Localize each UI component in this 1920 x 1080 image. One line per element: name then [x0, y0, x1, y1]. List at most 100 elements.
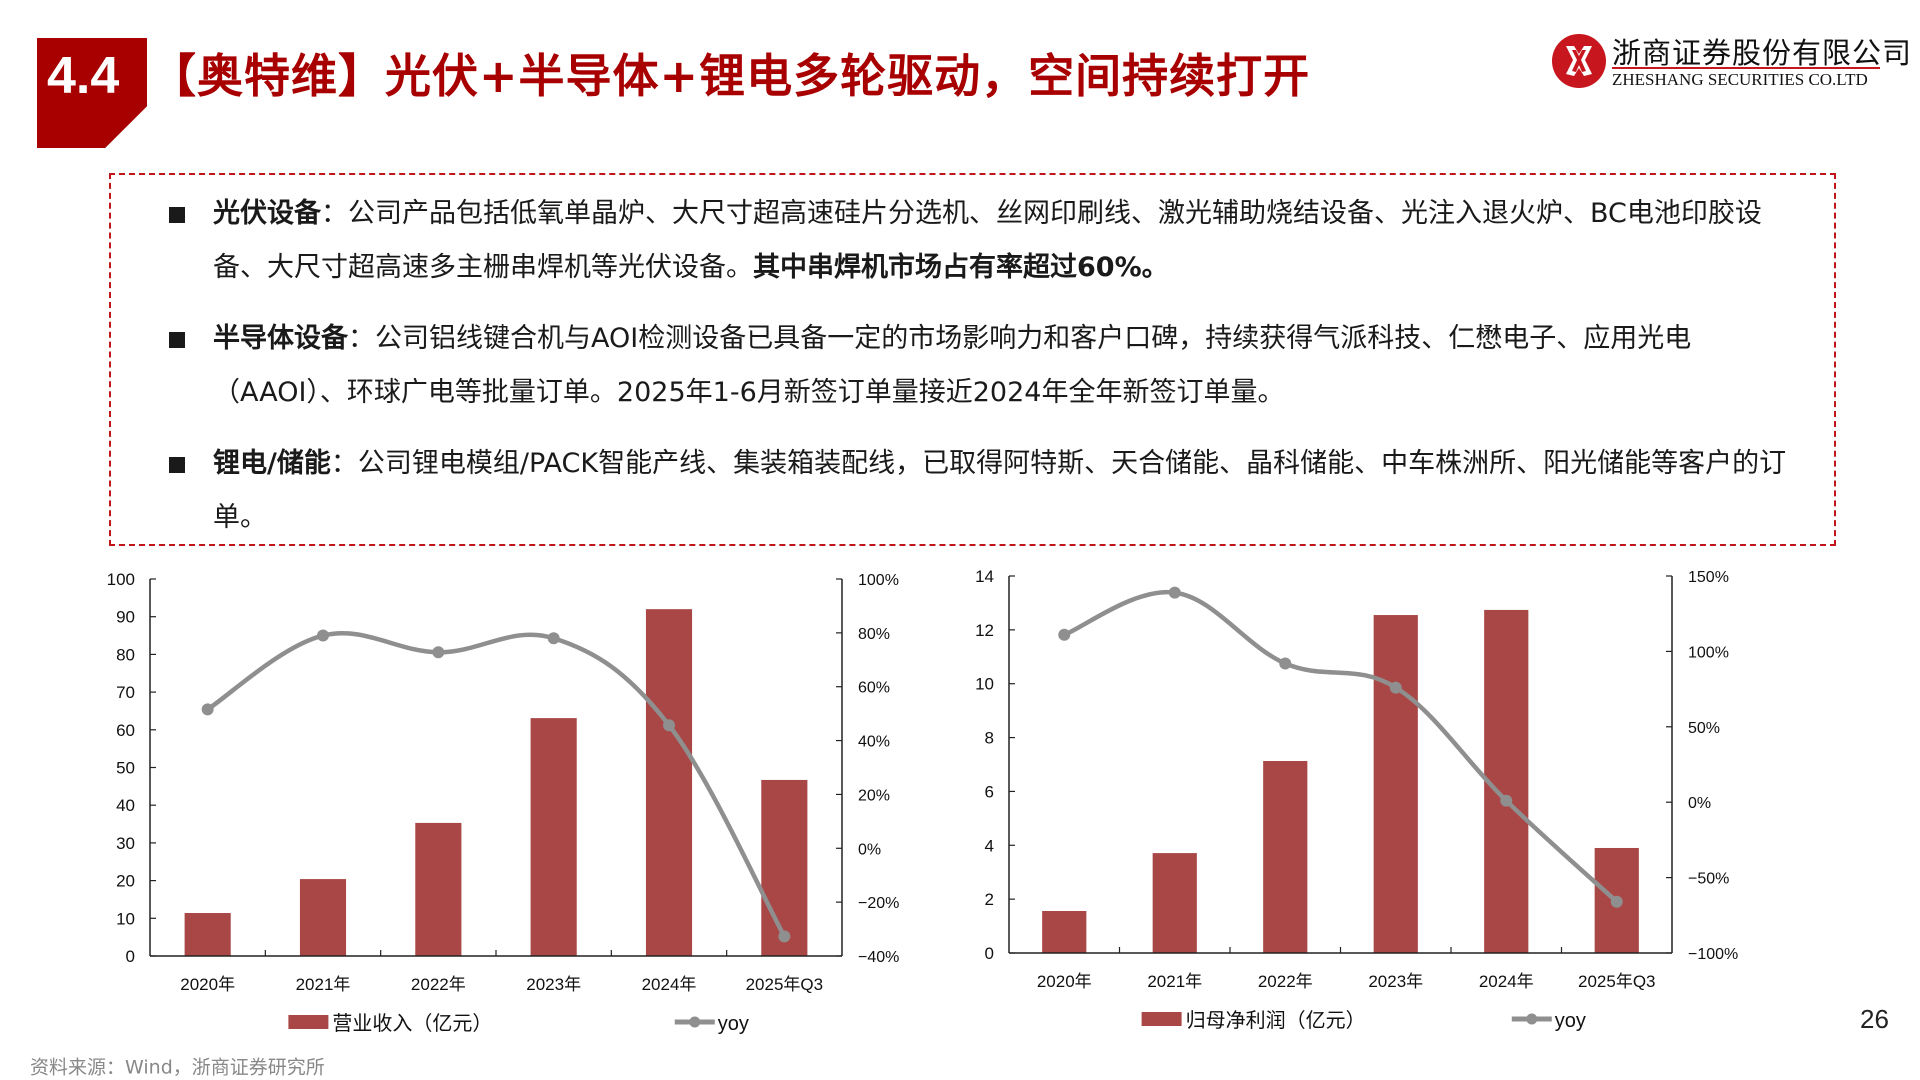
bullet-pv-equipment: 光伏设备：公司产品包括低氧单晶炉、大尺寸超高速硅片分选机、丝网印刷线、激光辅助烧… — [169, 187, 1791, 295]
yoy-marker — [547, 632, 560, 645]
x-tick-label: 2020年 — [1037, 972, 1092, 991]
net-profit-chart: 0 2 4 6 8 10 12 14 −100% −50% 0% 50% 100% 150% 2020年 20… — [960, 560, 1920, 1040]
section-number: 4.4 — [47, 47, 120, 105]
yoy-line — [1063, 589, 1619, 904]
y-right-tick-label: 0% — [1688, 795, 1711, 812]
yoy-marker — [317, 629, 329, 642]
bullet-label: 锂电/储能 — [213, 448, 331, 479]
bar — [1263, 760, 1308, 953]
y-left-tick-label: 0 — [985, 944, 994, 963]
bar — [1152, 853, 1197, 953]
y-right-tick-label: 50% — [1688, 720, 1720, 737]
net-profit-chart-svg: 0 2 4 6 8 10 12 14 −100% −50% 0% 50% 100% 150% 2020年 20… — [975, 567, 1738, 1032]
y-left-tick-label: 100 — [107, 570, 135, 589]
yoy-marker — [201, 703, 214, 716]
legend-bar-label: 营业收入（亿元） — [332, 1012, 492, 1035]
y-left-tick-label: 12 — [975, 621, 994, 640]
y-left-tick-label: 2 — [985, 890, 994, 909]
yoy-marker — [663, 719, 675, 732]
yoy-line — [206, 630, 787, 938]
bullet-label: 半导体设备 — [213, 323, 348, 354]
bar — [415, 822, 462, 956]
x-tick-label: 2020年 — [180, 975, 235, 994]
y-left-tick-label: 10 — [116, 909, 135, 928]
source-note: 资料来源：Wind，浙商证券研究所 — [30, 1056, 325, 1079]
bar — [645, 609, 693, 956]
y-right-tick-label: 100% — [1688, 644, 1729, 661]
page-number: 26 — [1860, 1004, 1889, 1034]
bar — [1373, 615, 1418, 953]
y-left-tick-label: 14 — [975, 567, 994, 586]
y-left-tick-label: 90 — [116, 608, 135, 627]
bar — [184, 913, 231, 956]
y-right-tick-label: 20% — [858, 787, 890, 804]
y-left-tick-label: 6 — [985, 782, 994, 801]
legend-line-label: yoy — [718, 1013, 749, 1035]
revenue-chart: 0 10 20 30 40 50 60 70 80 90 100 −40% −20% 0% 20% 40% 60… — [0, 560, 960, 1040]
yoy-marker — [1500, 794, 1513, 807]
square-bullet-icon — [169, 207, 185, 223]
yoy-marker — [778, 930, 791, 943]
y-left-tick-label: 80 — [116, 645, 135, 664]
bullet-text: ：公司产品包括低氧单晶炉、大尺寸超高速硅片分选机、丝网印刷线、激光辅助烧结设备、… — [213, 198, 1762, 283]
x-tick-label: 2023年 — [1368, 972, 1423, 991]
bar — [1484, 609, 1529, 953]
legend-bar-swatch — [288, 1015, 329, 1029]
y-left-tick-label: 4 — [985, 836, 994, 855]
company-name-cn: 浙商证券股份有限公司 — [1612, 36, 1913, 70]
y-left-tick-label: 8 — [985, 729, 994, 748]
legend-bar-swatch — [1141, 1012, 1182, 1026]
x-tick-label: 2022年 — [1258, 972, 1313, 991]
yoy-marker — [432, 646, 445, 659]
y-left-tick-label: 0 — [126, 947, 135, 966]
y-left-tick-label: 20 — [116, 872, 135, 891]
y-right-tick-label: 0% — [858, 841, 881, 858]
yoy-marker — [1610, 895, 1623, 908]
y-right-tick-label: −50% — [1688, 871, 1729, 888]
legend-line-label: yoy — [1555, 1010, 1586, 1032]
bullet-label: 光伏设备 — [213, 198, 321, 229]
bullet-semiconductor-equipment: 半导体设备：公司铝线键合机与AOI检测设备已具备一定的市场影响力和客户口碑，持续… — [169, 312, 1791, 420]
revenue-chart-svg: 0 10 20 30 40 50 60 70 80 90 100 −40% −20% 0% 20% 40% 60… — [107, 570, 900, 1035]
yoy-marker — [1389, 681, 1402, 694]
page-title: 【奥特维】光伏+半导体+锂电多轮驱动，空间持续打开 — [150, 49, 1311, 103]
bullet-text: ：公司铝线键合机与AOI检测设备已具备一定的市场影响力和客户口碑，持续获得气派科… — [213, 323, 1692, 408]
y-left-tick-label: 60 — [116, 721, 135, 740]
y-left-tick-label: 10 — [975, 675, 994, 694]
y-right-tick-label: −40% — [858, 949, 899, 966]
legend-bar-label: 归母净利润（亿元） — [1186, 1009, 1366, 1032]
company-logo: 浙商证券股份有限公司 ZHESHANG SECURITIES CO.LTD — [1552, 32, 1911, 92]
logo-divider — [1612, 67, 1880, 69]
y-left-tick-label: 50 — [116, 759, 135, 778]
bar — [299, 879, 347, 956]
y-right-tick-label: −100% — [1688, 946, 1738, 963]
y-right-tick-label: −20% — [858, 895, 899, 912]
section-number-badge: 4.4 — [37, 38, 147, 148]
y-left-tick-label: 40 — [116, 796, 135, 815]
y-right-tick-label: 60% — [858, 680, 890, 697]
bullet-text: ：公司锂电模组/PACK智能产线、集装箱装配线，已取得阿特斯、天合储能、晶科储能… — [213, 448, 1787, 533]
zheshang-logo-icon — [1552, 34, 1606, 88]
bar — [530, 718, 577, 956]
y-right-tick-label: 40% — [858, 734, 890, 751]
y-right-tick-label: 150% — [1688, 569, 1729, 586]
yoy-marker — [1058, 628, 1071, 641]
bar — [761, 779, 808, 956]
bar — [1042, 910, 1087, 953]
x-tick-label: 2022年 — [411, 975, 466, 994]
square-bullet-icon — [169, 457, 185, 473]
x-tick-label: 2023年 — [526, 975, 581, 994]
x-tick-label: 2024年 — [1479, 972, 1534, 991]
square-bullet-icon — [169, 332, 185, 348]
y-left-tick-label: 30 — [116, 834, 135, 853]
x-tick-label: 2024年 — [642, 975, 697, 994]
y-left-tick-label: 70 — [116, 683, 135, 702]
y-right-tick-label: 80% — [858, 626, 890, 643]
yoy-marker — [1168, 586, 1181, 599]
bullet-emphasis: 其中串焊机市场占有率超过60%。 — [753, 252, 1169, 283]
x-tick-label: 2021年 — [296, 975, 351, 994]
highlights-box: 光伏设备：公司产品包括低氧单晶炉、大尺寸超高速硅片分选机、丝网印刷线、激光辅助烧… — [109, 173, 1836, 546]
x-tick-label: 2021年 — [1147, 972, 1202, 991]
company-name-en: ZHESHANG SECURITIES CO.LTD — [1612, 70, 1868, 89]
y-right-tick-label: 100% — [858, 572, 899, 589]
